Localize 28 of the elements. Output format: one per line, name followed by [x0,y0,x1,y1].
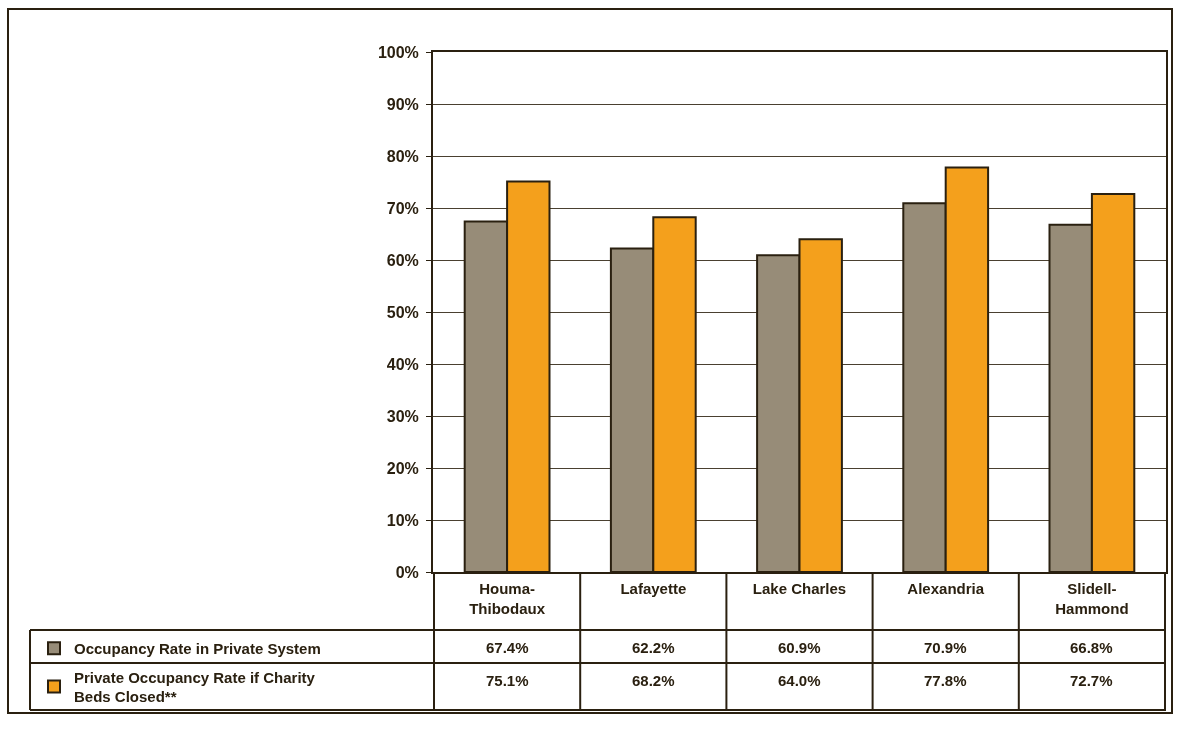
data-label: 77.8% [924,672,967,689]
data-label: 67.4% [486,639,529,656]
y-tick-label: 70% [386,199,419,217]
x-tick-label: Lake Charles [752,580,847,597]
y-tick-label: 100% [377,43,419,61]
data-label: 75.1% [486,672,529,689]
y-tick-label: 50% [386,303,419,321]
data-label: 64.0% [778,672,821,689]
x-tick-label: Alexandria [907,580,985,597]
y-tick-label: 30% [386,407,419,425]
data-label: 68.2% [632,672,675,689]
data-label: 60.9% [778,639,821,656]
x-tick-label: Houma-Thibodaux [469,580,546,617]
y-tick-label: 0% [395,563,419,581]
data-label: 72.7% [1070,672,1113,689]
y-tick-label: 90% [386,95,419,113]
data-label: 66.8% [1070,639,1113,656]
y-tick-label: 60% [386,251,419,269]
x-tick-label: Lafayette [620,580,687,597]
data-label: 62.2% [632,639,675,656]
y-tick-label: 20% [386,459,419,477]
data-label: 70.9% [924,639,967,656]
legend-label: Private Occupancy Rate if Charity Beds Closed** [74,668,316,706]
y-tick-label: 80% [386,147,419,165]
x-tick-label: Slidell-Hammond [1055,580,1129,617]
y-tick-label: 40% [386,355,419,373]
legend-label: Occupancy Rate in Private System [74,640,321,658]
y-tick-label: 10% [386,511,419,529]
